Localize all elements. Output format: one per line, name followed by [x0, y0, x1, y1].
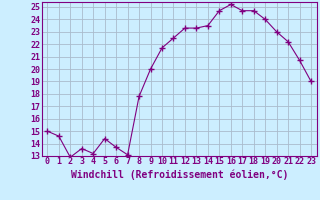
X-axis label: Windchill (Refroidissement éolien,°C): Windchill (Refroidissement éolien,°C): [70, 169, 288, 180]
